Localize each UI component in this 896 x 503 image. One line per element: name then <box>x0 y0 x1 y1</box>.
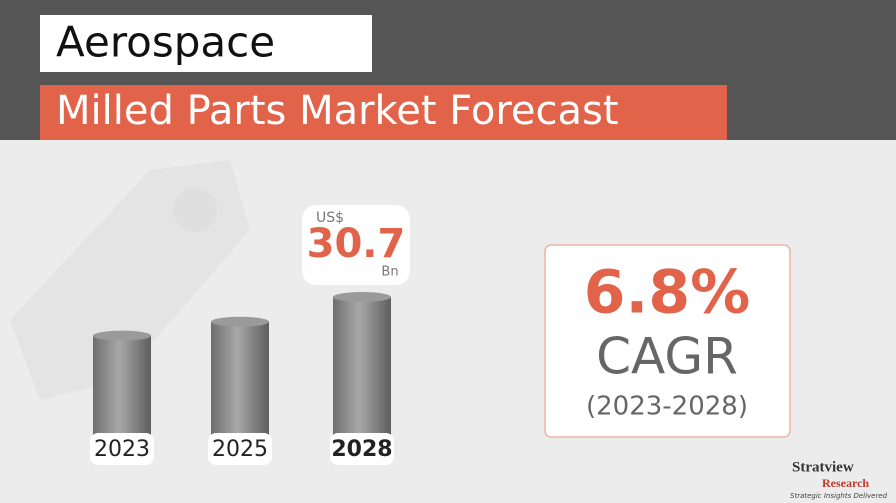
logo-name2: Research <box>822 476 869 490</box>
decorative-part <box>10 160 250 400</box>
title: Aerospace <box>56 18 275 67</box>
cagr-label: CAGR <box>596 328 738 386</box>
bar-body <box>93 335 151 435</box>
value-prefix: US$ <box>316 210 344 226</box>
title-box <box>40 15 372 72</box>
bar-top <box>211 316 269 327</box>
subtitle: Milled Parts Market Forecast <box>56 88 619 134</box>
value-label: 30.7 <box>307 221 406 267</box>
cagr-box <box>544 244 791 438</box>
bar-top <box>333 292 391 302</box>
value-suffix: Bn <box>381 265 398 280</box>
subtitle-box <box>40 85 727 140</box>
logo-name: Stratview <box>792 459 854 475</box>
bar <box>93 330 151 435</box>
category-label: 2023 <box>94 437 150 462</box>
cagr-period: (2023-2028) <box>586 392 748 422</box>
bar-top <box>93 330 151 341</box>
category-label: 2025 <box>212 437 268 462</box>
category-box <box>330 433 394 465</box>
cagr-value: 6.8% <box>584 258 750 328</box>
bar-body <box>211 321 269 435</box>
bar <box>211 316 269 435</box>
logo-tagline: Strategic Insights Delivered <box>790 492 888 500</box>
value-callout <box>302 205 410 285</box>
category-box <box>208 433 272 465</box>
bar <box>333 292 391 435</box>
category-label: 2028 <box>331 437 392 462</box>
category-box <box>90 433 154 465</box>
bar-body <box>333 297 391 435</box>
